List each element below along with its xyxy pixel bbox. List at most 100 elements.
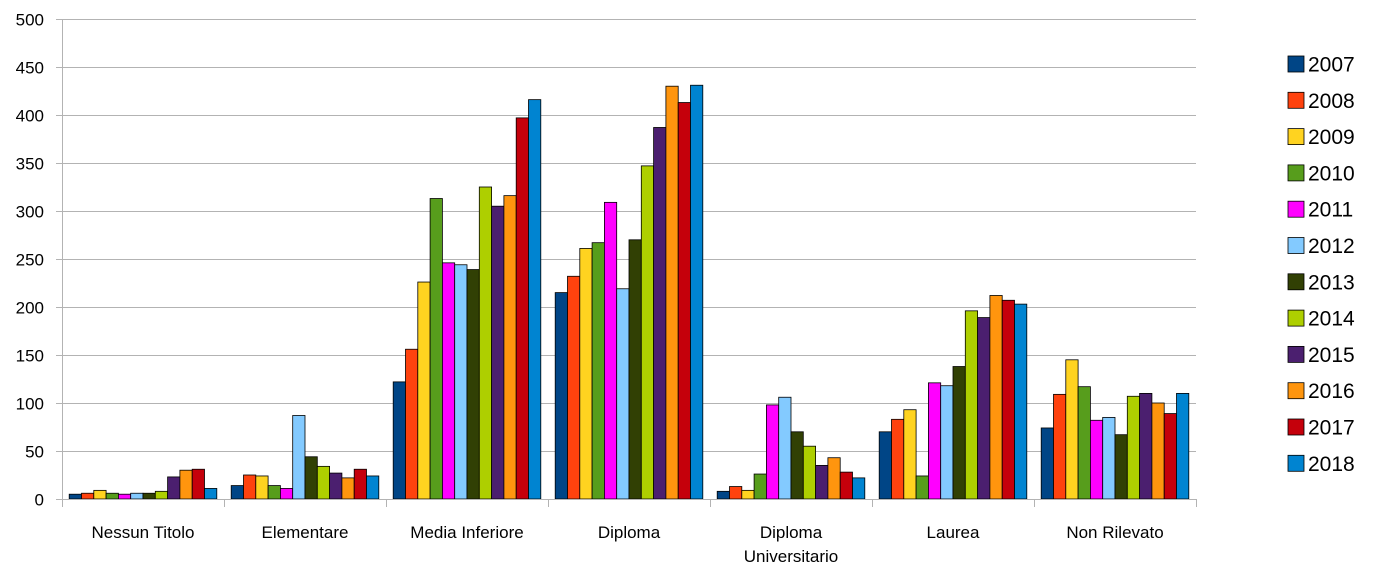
bar <box>1151 402 1165 500</box>
bar <box>130 492 144 500</box>
legend-swatch <box>1287 418 1305 436</box>
legend-swatch <box>1287 237 1305 254</box>
legend-swatch <box>1287 345 1305 363</box>
bar <box>392 381 406 500</box>
bar <box>1163 413 1177 500</box>
bar <box>255 475 269 500</box>
legend-item: 2012 <box>1287 235 1355 258</box>
bar <box>891 418 905 500</box>
bar <box>940 385 954 500</box>
legend-swatch <box>1287 200 1305 218</box>
bar <box>118 493 132 500</box>
legend-item: 2018 <box>1287 453 1355 476</box>
bar <box>292 415 306 500</box>
y-tick-label: 450 <box>16 59 44 78</box>
x-category-label: Elementare <box>262 523 349 542</box>
bar <box>604 201 618 500</box>
legend-label: 2016 <box>1308 380 1355 403</box>
legend-label: 2008 <box>1308 90 1355 113</box>
y-tick-label: 350 <box>16 155 44 174</box>
legend-label: 2017 <box>1308 417 1355 440</box>
bar <box>68 493 82 500</box>
legend-label: 2011 <box>1308 199 1353 222</box>
y-tick-label: 0 <box>35 491 44 510</box>
legend-label: 2014 <box>1308 308 1355 331</box>
bar <box>677 102 691 500</box>
bar <box>665 85 679 500</box>
bar <box>802 445 816 500</box>
legend-item: 2016 <box>1287 380 1355 403</box>
y-tick-label: 250 <box>16 251 44 270</box>
legend-item: 2008 <box>1287 90 1355 113</box>
legend-label: 2009 <box>1308 126 1355 149</box>
bar <box>454 264 468 500</box>
bar <box>341 477 355 500</box>
legend-item: 2017 <box>1287 417 1355 440</box>
legend-label: 2018 <box>1308 453 1355 476</box>
bar <box>179 469 193 500</box>
legend-swatch <box>1287 454 1305 472</box>
bar <box>366 475 380 500</box>
legend-swatch <box>1287 273 1305 291</box>
bar <box>1040 427 1054 500</box>
bar <box>93 489 107 500</box>
bar <box>741 489 755 500</box>
legend-item: 2010 <box>1287 162 1355 185</box>
bar <box>753 473 767 500</box>
legend-label: 2007 <box>1308 54 1355 77</box>
bar <box>616 288 630 500</box>
bar <box>1139 392 1153 500</box>
bar <box>852 477 866 500</box>
legend-swatch <box>1287 164 1305 182</box>
bar <box>154 490 169 500</box>
bar <box>503 195 517 500</box>
bar <box>466 269 480 500</box>
legend-item: 2007 <box>1287 54 1355 77</box>
bar <box>790 431 804 500</box>
y-tick-label: 500 <box>16 11 44 30</box>
bar <box>167 476 181 500</box>
bar <box>729 486 743 500</box>
legend-label: 2015 <box>1308 344 1355 367</box>
bar <box>778 396 792 500</box>
legend: 2007 2008 2009 2010 2011 2012 2013 2014 2015 2016… <box>1287 54 1355 476</box>
bar <box>839 471 853 500</box>
x-category-label: Diploma <box>760 523 823 542</box>
bar <box>1077 386 1091 500</box>
y-tick-label: 200 <box>16 299 44 318</box>
legend-swatch <box>1287 55 1305 73</box>
bar <box>579 248 593 500</box>
bar <box>952 366 966 500</box>
x-category-label: Non Rilevato <box>1066 523 1163 542</box>
legend-item: 2015 <box>1287 344 1355 367</box>
bar <box>417 281 431 500</box>
bar <box>230 485 244 500</box>
x-category-label: Diploma <box>598 523 661 542</box>
bar <box>142 492 156 500</box>
bar <box>441 262 456 500</box>
x-category-label: Nessun Titolo <box>92 523 195 542</box>
x-category-label: Universitario <box>744 547 838 566</box>
bar <box>1053 393 1067 500</box>
legend-item: 2014 <box>1287 308 1355 331</box>
legend-item: 2013 <box>1287 271 1355 294</box>
legend-swatch <box>1287 128 1305 146</box>
bar <box>279 488 294 500</box>
bar <box>903 409 917 500</box>
bar <box>204 488 218 500</box>
bar <box>878 431 892 500</box>
bar <box>591 242 605 500</box>
bar <box>1065 359 1079 500</box>
bar <box>1014 303 1028 500</box>
bar <box>766 404 780 500</box>
bar <box>1090 419 1104 500</box>
bar <box>640 165 654 500</box>
y-tick-label: 150 <box>16 347 44 366</box>
bar <box>491 205 505 500</box>
bar <box>329 472 343 500</box>
bar <box>429 198 443 500</box>
bar <box>81 492 95 500</box>
bar <box>1102 416 1116 500</box>
